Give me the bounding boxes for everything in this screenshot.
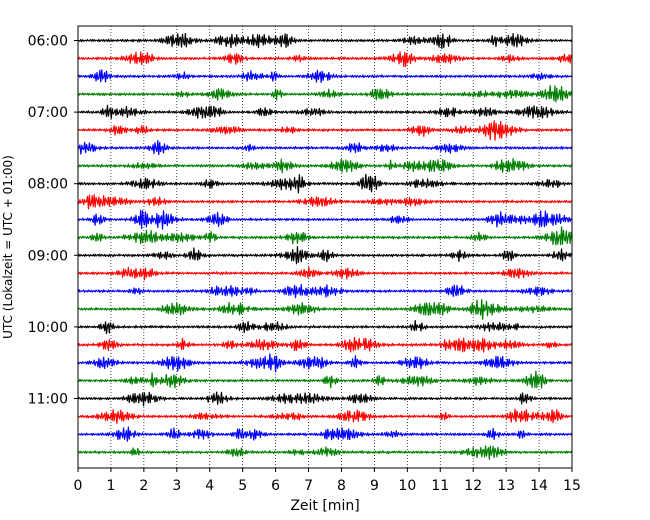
trace-line (77, 84, 573, 103)
trace-line (77, 370, 573, 389)
x-tick-label: 13 (497, 478, 515, 494)
trace-line (77, 120, 573, 141)
trace-line (77, 140, 573, 156)
plot-frame (77, 25, 573, 469)
plot-background (78, 26, 572, 468)
x-tick-label: 10 (398, 478, 416, 494)
trace-line (77, 299, 573, 320)
trace-line (77, 104, 573, 120)
x-tick-label: 7 (304, 478, 313, 494)
y-tick-label: 11:00 (28, 392, 68, 408)
y-tick-label: 09:00 (28, 248, 68, 264)
trace-line (77, 408, 573, 424)
trace-line (77, 284, 573, 299)
trace-line (77, 266, 573, 281)
x-tick-label: 11 (431, 478, 449, 494)
y-axis-label: UTC (Lokalzeit = UTC + 01:00) (1, 155, 15, 339)
trace-line (77, 173, 573, 194)
x-axis-ticks: 0 1 2 3 4 5 6 7 8 9 10 11 12 13 14 15 (74, 468, 581, 494)
x-tick-label: 9 (370, 478, 379, 494)
x-tick-label: 1 (106, 478, 115, 494)
trace-line (77, 226, 573, 246)
trace-line (77, 209, 573, 230)
trace-line (77, 245, 573, 265)
x-tick-label: 6 (271, 478, 280, 494)
x-tick-label: 5 (238, 478, 247, 494)
trace-line (77, 69, 573, 84)
x-tick-label: 15 (563, 478, 581, 494)
x-tick-label: 14 (530, 478, 548, 494)
trace-line (77, 51, 573, 68)
trace-line (77, 157, 573, 174)
trace-line (77, 336, 573, 353)
y-tick-label: 06:00 (28, 34, 68, 50)
trace-line (77, 391, 573, 407)
trace-line (77, 353, 573, 373)
x-tick-label: 4 (205, 478, 214, 494)
y-tick-label: 10:00 (28, 320, 68, 336)
y-axis-ticks: 06:00 07:00 08:00 09:00 10:00 11:00 (28, 34, 78, 408)
seismic-traces (77, 32, 573, 460)
trace-line (77, 32, 573, 50)
x-tick-label: 0 (74, 478, 83, 494)
trace-line (77, 445, 573, 460)
x-tick-label: 8 (337, 478, 346, 494)
trace-line (77, 319, 573, 335)
x-axis-label: Zeit [min] (290, 498, 359, 514)
trace-line (77, 194, 573, 210)
trace-line (77, 426, 573, 442)
y-tick-label: 08:00 (28, 177, 68, 193)
x-tick-label: 12 (464, 478, 482, 494)
x-tick-label: 2 (139, 478, 148, 494)
y-tick-label: 07:00 (28, 105, 68, 121)
x-tick-label: 3 (172, 478, 181, 494)
